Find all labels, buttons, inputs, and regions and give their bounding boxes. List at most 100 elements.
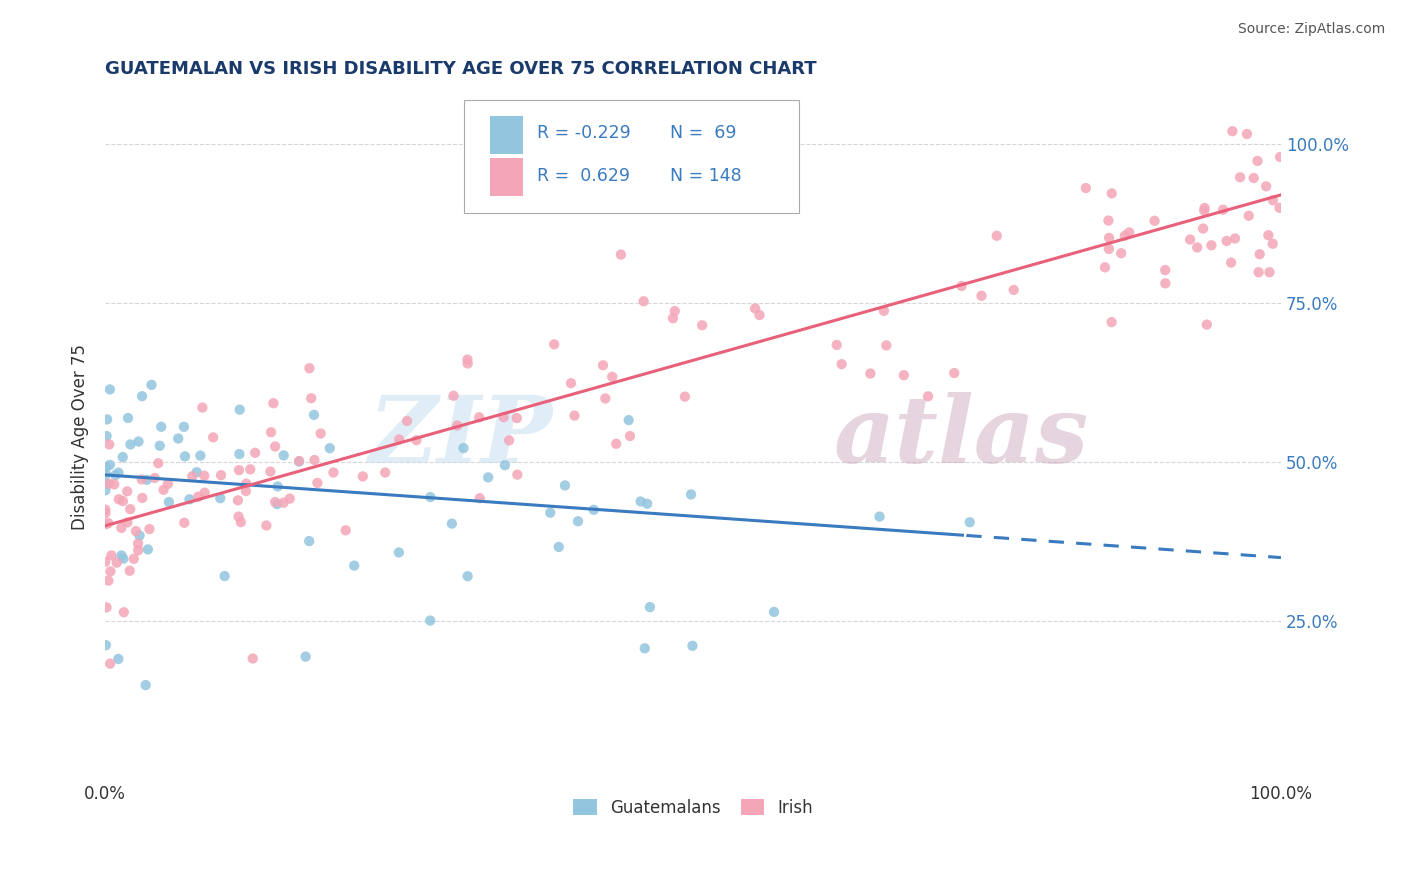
Point bbox=[94, 460, 117, 475]
Text: R =  0.629: R = 0.629 bbox=[537, 167, 630, 185]
Point bbox=[209, 491, 232, 506]
Point bbox=[335, 524, 357, 538]
Point bbox=[117, 411, 139, 425]
Point bbox=[111, 494, 134, 508]
Point bbox=[1215, 234, 1237, 248]
Point bbox=[110, 549, 132, 563]
Point bbox=[1185, 240, 1208, 254]
Point bbox=[214, 569, 236, 583]
Point bbox=[1192, 221, 1215, 235]
Point bbox=[1268, 150, 1291, 164]
Point bbox=[538, 506, 561, 520]
Point bbox=[229, 515, 252, 529]
Point bbox=[1109, 246, 1132, 260]
Point bbox=[1195, 318, 1218, 332]
Point bbox=[141, 377, 163, 392]
Point bbox=[582, 503, 605, 517]
Point bbox=[1247, 265, 1270, 279]
Point bbox=[506, 467, 529, 482]
Point bbox=[259, 465, 281, 479]
Point bbox=[1237, 209, 1260, 223]
Point bbox=[564, 409, 586, 423]
Point bbox=[103, 477, 125, 491]
Point bbox=[96, 412, 118, 426]
Point bbox=[136, 542, 159, 557]
Point bbox=[298, 361, 321, 376]
Point bbox=[157, 495, 180, 509]
Point bbox=[187, 490, 209, 504]
Point bbox=[831, 357, 853, 371]
Point bbox=[152, 483, 174, 497]
Point bbox=[419, 490, 441, 504]
Point bbox=[456, 352, 478, 367]
Point bbox=[986, 228, 1008, 243]
Point bbox=[118, 564, 141, 578]
Point bbox=[307, 475, 329, 490]
Point bbox=[1261, 236, 1284, 251]
Point bbox=[117, 516, 139, 530]
Point bbox=[494, 458, 516, 473]
Y-axis label: Disability Age Over 75: Disability Age Over 75 bbox=[72, 343, 89, 530]
Point bbox=[181, 469, 204, 483]
Point bbox=[547, 540, 569, 554]
Point bbox=[115, 484, 138, 499]
Point bbox=[679, 487, 702, 501]
Point bbox=[630, 494, 652, 508]
Point bbox=[468, 491, 491, 506]
Point bbox=[592, 358, 614, 372]
Point bbox=[110, 521, 132, 535]
Point bbox=[950, 279, 973, 293]
Point bbox=[1154, 263, 1177, 277]
Point bbox=[1101, 186, 1123, 201]
Point bbox=[388, 545, 411, 559]
Point bbox=[595, 392, 617, 406]
Point bbox=[1143, 214, 1166, 228]
Point bbox=[664, 304, 686, 318]
Point bbox=[1098, 242, 1121, 256]
Point bbox=[202, 430, 225, 444]
Point bbox=[567, 514, 589, 528]
Point bbox=[560, 376, 582, 391]
FancyBboxPatch shape bbox=[489, 159, 523, 196]
Point bbox=[1201, 238, 1223, 252]
Point bbox=[690, 318, 713, 333]
Point bbox=[492, 410, 515, 425]
Point bbox=[235, 484, 257, 499]
Point bbox=[94, 483, 117, 498]
Point bbox=[288, 454, 311, 468]
Point bbox=[96, 600, 118, 615]
Point bbox=[150, 419, 173, 434]
Point bbox=[112, 551, 135, 566]
Point bbox=[273, 496, 295, 510]
Point bbox=[1261, 194, 1284, 208]
Point bbox=[610, 247, 633, 261]
Point bbox=[917, 389, 939, 403]
Point bbox=[167, 432, 190, 446]
Point bbox=[943, 366, 966, 380]
Point bbox=[228, 463, 250, 477]
Point bbox=[440, 516, 463, 531]
Point bbox=[617, 413, 640, 427]
Point bbox=[112, 605, 135, 619]
Point bbox=[96, 429, 118, 443]
Point bbox=[97, 574, 120, 588]
Legend: Guatemalans, Irish: Guatemalans, Irish bbox=[567, 792, 820, 823]
Point bbox=[744, 301, 766, 316]
Point bbox=[264, 495, 287, 509]
Point bbox=[388, 433, 411, 447]
Point bbox=[104, 468, 127, 483]
Point bbox=[242, 651, 264, 665]
Point bbox=[266, 497, 288, 511]
Point bbox=[1101, 315, 1123, 329]
Point bbox=[194, 485, 217, 500]
Point bbox=[352, 469, 374, 483]
Point bbox=[288, 454, 311, 468]
Point bbox=[243, 446, 266, 460]
Text: N =  69: N = 69 bbox=[669, 124, 737, 142]
Point bbox=[600, 369, 623, 384]
Point bbox=[825, 338, 848, 352]
Point bbox=[135, 473, 157, 487]
Point bbox=[98, 657, 121, 671]
Point bbox=[419, 614, 441, 628]
Text: ZIP: ZIP bbox=[368, 392, 553, 482]
